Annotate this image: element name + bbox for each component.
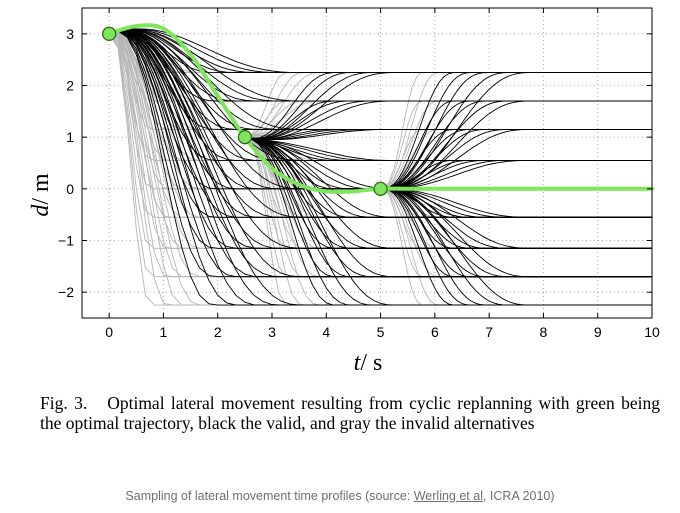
valid-trajectory xyxy=(380,100,652,190)
valid-trajectory xyxy=(380,188,652,306)
valid-trajectory xyxy=(244,128,652,141)
valid-trajectory xyxy=(244,128,652,141)
valid-trajectory xyxy=(380,188,652,306)
invalid-trajectory xyxy=(380,188,652,306)
valid-trajectory xyxy=(380,128,652,190)
y-tick-label: −2 xyxy=(58,284,74,300)
valid-trajectory xyxy=(380,188,652,278)
x-tick-label: 9 xyxy=(594,324,602,340)
x-tick-label: 2 xyxy=(214,324,222,340)
valid-trajectory xyxy=(108,30,652,249)
valid-trajectory xyxy=(380,72,652,190)
plot-frame xyxy=(81,7,653,319)
x-tick-label: 4 xyxy=(322,324,330,340)
y-tick-label: 1 xyxy=(66,129,74,145)
invalid-trajectory xyxy=(380,188,652,306)
valid-trajectory xyxy=(380,188,652,278)
valid-trajectory xyxy=(244,128,652,141)
trajectory-chart: 0 1 2 3 4 5 6 7 8 9 10 −2 −1 0 1 2 3 t/ s d/ m xyxy=(28,7,660,376)
valid-trajectory xyxy=(244,128,652,141)
valid-trajectory xyxy=(380,188,652,306)
x-tick-label: 0 xyxy=(105,324,113,340)
valid-trajectory xyxy=(380,100,652,190)
y-axis-label: d/ m xyxy=(28,173,54,217)
axis-ticks: 0 1 2 3 4 5 6 7 8 9 10 −2 −1 0 1 2 3 xyxy=(58,8,660,340)
valid-trajectory xyxy=(380,72,652,190)
valid-trajectory xyxy=(244,136,652,190)
optimal-trajectory-line xyxy=(107,23,654,194)
optimal-trajectory xyxy=(107,23,654,194)
valid-trajectory xyxy=(380,188,652,218)
valid-trajectory xyxy=(380,188,652,306)
invalid-trajectory xyxy=(380,72,652,190)
invalid-trajectory xyxy=(244,136,652,190)
replanning-point-marker xyxy=(101,26,117,41)
y-tick-label: 3 xyxy=(66,26,74,42)
x-tick-label: 5 xyxy=(377,324,385,340)
valid-trajectory xyxy=(108,30,652,249)
valid-trajectory xyxy=(108,30,652,249)
valid-trajectory xyxy=(244,100,652,140)
invalid-trajectory xyxy=(244,136,652,190)
figure-caption: Fig. 3. Optimal lateral movement resultin… xyxy=(40,393,660,433)
y-tick-label: −1 xyxy=(58,233,74,249)
invalid-trajectory xyxy=(380,188,652,278)
x-tick-label: 6 xyxy=(431,324,439,340)
x-tick-label: 10 xyxy=(644,324,660,340)
source-link[interactable]: Werling et al xyxy=(413,489,483,503)
x-tick-label: 8 xyxy=(540,324,548,340)
valid-trajectory xyxy=(380,188,652,306)
valid-trajectory xyxy=(244,100,652,140)
replanning-point-marker xyxy=(237,130,253,145)
replanning-point-marker xyxy=(373,181,388,196)
valid-trajectory xyxy=(380,188,652,278)
valid-trajectory xyxy=(244,100,652,140)
source-suffix: , ICRA 2010) xyxy=(482,489,555,503)
y-tick-label: 0 xyxy=(66,181,74,197)
valid-trajectory xyxy=(108,30,652,249)
valid-trajectory xyxy=(380,100,652,190)
x-tick-label: 7 xyxy=(485,324,493,340)
invalid-trajectory xyxy=(244,136,652,190)
valid-trajectory xyxy=(380,159,652,190)
valid-trajectory xyxy=(380,188,652,278)
x-tick-label: 3 xyxy=(268,324,276,340)
source-note: Sampling of lateral movement time profil… xyxy=(0,489,680,503)
valid-trajectory xyxy=(244,136,652,190)
caption-label: Fig. 3. xyxy=(40,393,88,413)
invalid-trajectory xyxy=(380,188,652,278)
valid-trajectory xyxy=(244,136,652,190)
y-tick-label: 2 xyxy=(66,78,74,94)
valid-trajectory xyxy=(244,136,652,190)
replanning-markers xyxy=(101,26,388,196)
valid-trajectory xyxy=(380,72,652,190)
source-prefix: Sampling of lateral movement time profil… xyxy=(125,489,414,503)
valid-trajectory xyxy=(380,72,652,190)
x-axis-label: t/ s xyxy=(354,350,383,376)
x-tick-label: 1 xyxy=(160,324,168,340)
valid-trajectory xyxy=(380,100,652,190)
valid-trajectory xyxy=(380,100,652,190)
invalid-trajectory xyxy=(380,100,652,190)
valid-trajectories xyxy=(108,28,652,306)
valid-trajectory xyxy=(380,188,652,278)
invalid-trajectory xyxy=(380,72,652,190)
caption-text: Optimal lateral movement resulting from … xyxy=(40,393,660,433)
valid-trajectory xyxy=(108,30,652,249)
valid-trajectory xyxy=(380,72,652,190)
invalid-trajectory xyxy=(380,100,652,190)
valid-trajectory xyxy=(244,100,652,140)
